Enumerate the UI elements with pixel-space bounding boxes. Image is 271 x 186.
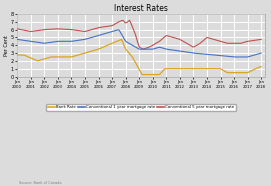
Y-axis label: Per Cent: Per Cent [4,35,9,56]
Title: Interest Rates: Interest Rates [114,4,168,13]
Legend: Bank Rate, Conventional 1 year mortgage rate, Conventional 5 year mortgage rate: Bank Rate, Conventional 1 year mortgage … [46,104,236,111]
Text: Source: Bank of Canada: Source: Bank of Canada [19,181,62,185]
